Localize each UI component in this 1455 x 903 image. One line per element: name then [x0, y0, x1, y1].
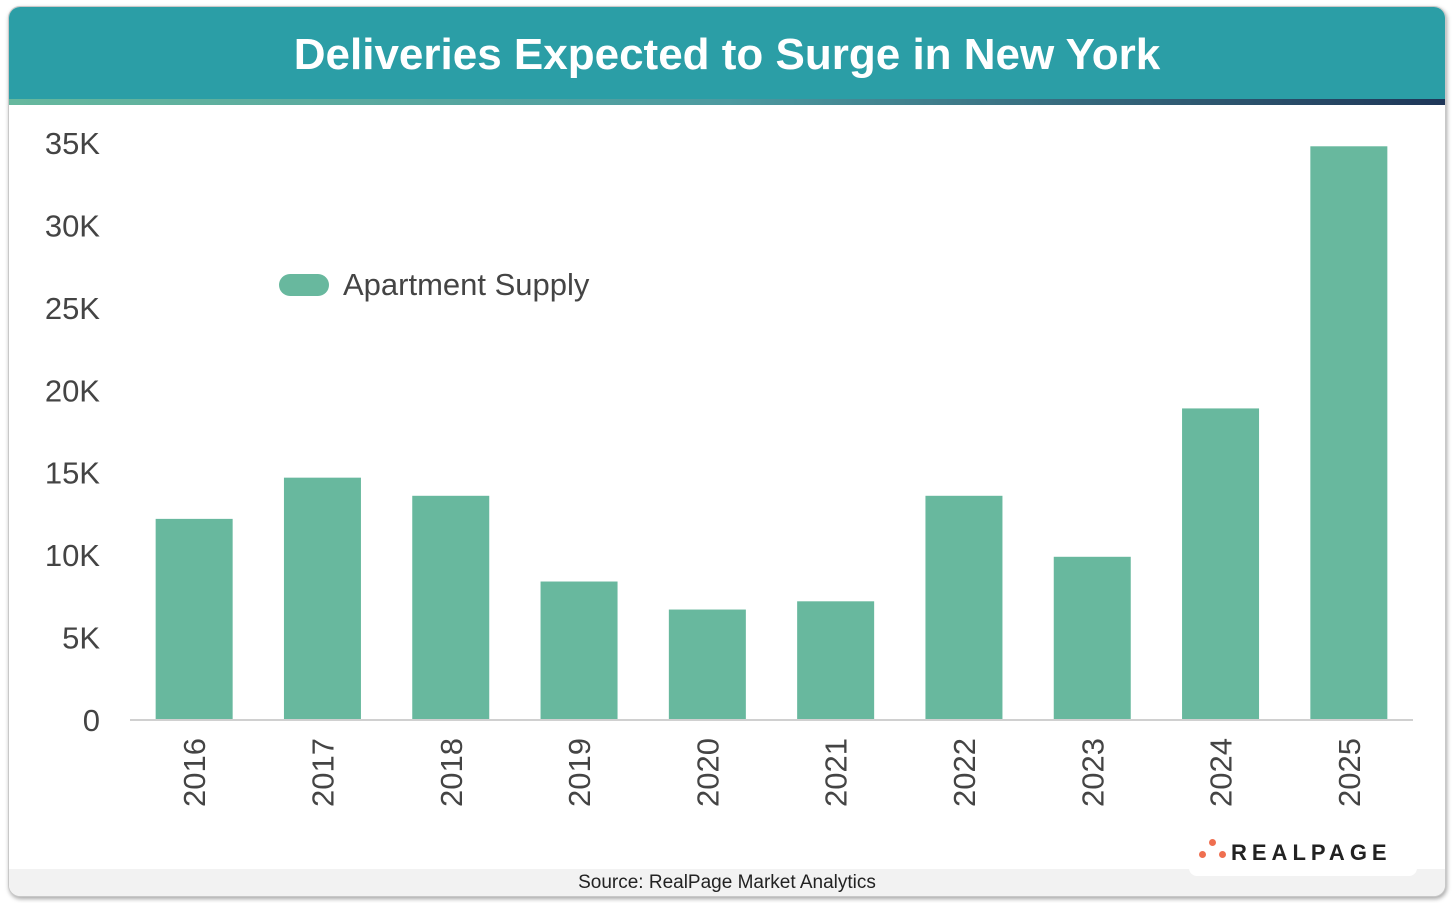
bar-2020: [668, 609, 746, 720]
bar-2018: [412, 495, 490, 720]
x-tick-label: 2018: [434, 738, 469, 807]
legend-label: Apartment Supply: [343, 267, 590, 302]
logo-dot-icon: [1199, 851, 1206, 858]
y-tick-label: 10K: [45, 538, 100, 573]
source-note: Source: RealPage Market Analytics: [578, 872, 876, 893]
x-tick-label: 2019: [562, 738, 597, 807]
x-tick-label: 2021: [819, 738, 854, 807]
logo-dot-icon: [1209, 839, 1216, 846]
logo-dot-icon: [1219, 851, 1226, 858]
bar-2025: [1310, 146, 1388, 721]
x-tick-label: 2023: [1075, 738, 1110, 807]
y-tick-label: 0: [83, 703, 100, 738]
y-tick-label: 35K: [45, 126, 100, 161]
x-tick-label: 2016: [177, 738, 212, 807]
realpage-logo: REALPAGE: [1189, 834, 1417, 876]
x-tick-label: 2017: [305, 738, 340, 807]
bar-2024: [1182, 408, 1260, 720]
x-tick-label: 2020: [690, 738, 725, 807]
bar-2019: [540, 581, 618, 720]
y-tick-label: 5K: [62, 621, 100, 656]
bar-2017: [283, 477, 361, 720]
bar-2016: [155, 518, 233, 720]
x-tick-label: 2024: [1204, 738, 1239, 807]
legend-swatch: [279, 274, 329, 296]
x-tick-label: 2022: [947, 738, 982, 807]
bar-2023: [1053, 556, 1131, 720]
logo-text: REALPAGE: [1231, 840, 1392, 865]
bar-2021: [797, 601, 875, 720]
y-tick-label: 20K: [45, 373, 100, 408]
chart-title: Deliveries Expected to Surge in New York: [9, 7, 1445, 99]
header-stripe: [9, 99, 1445, 105]
y-tick-label: 15K: [45, 456, 100, 491]
y-tick-label: 25K: [45, 291, 100, 326]
y-tick-label: 30K: [45, 208, 100, 243]
bar-2022: [925, 495, 1003, 720]
x-tick-label: 2025: [1332, 738, 1367, 807]
